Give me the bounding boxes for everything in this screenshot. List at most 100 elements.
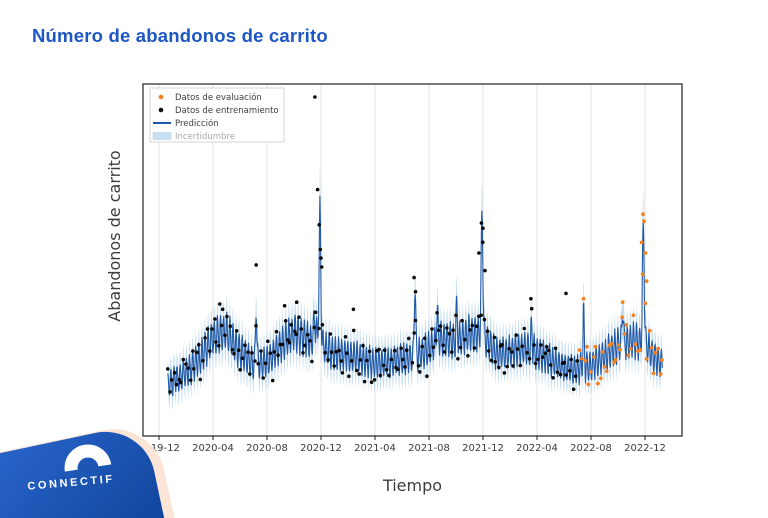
training-dot (515, 347, 520, 351)
evaluation-dot (580, 356, 584, 361)
training-dot (435, 311, 439, 315)
training-dot (454, 313, 458, 318)
evaluation-dot (588, 370, 593, 374)
training-dot (230, 348, 235, 352)
evaluation-dot (644, 357, 649, 361)
connectif-logo: CONNECTIF (0, 429, 176, 518)
training-dot (261, 376, 265, 380)
evaluation-dot (585, 344, 589, 349)
training-dot (343, 335, 348, 339)
training-dot (169, 378, 174, 382)
training-dot (416, 364, 421, 368)
legend: Datos de evaluación Datos de entrenamient… (149, 87, 285, 143)
training-dot (539, 343, 543, 347)
training-dot (367, 349, 372, 354)
training-dot (317, 326, 321, 331)
evaluation-dot (649, 345, 654, 350)
training-dot (198, 377, 203, 382)
training-dot (510, 350, 514, 354)
training-dot (431, 345, 436, 350)
x-tick-label: 2021-08 (408, 443, 450, 454)
training-dot (274, 329, 279, 334)
training-dot (525, 350, 529, 355)
evaluation-dot (660, 358, 664, 362)
training-dot (355, 368, 359, 373)
training-dot (299, 327, 304, 331)
training-dot (177, 377, 181, 382)
evaluation-dot (620, 315, 624, 320)
evaluation-dot (577, 348, 582, 352)
training-dot (451, 328, 455, 332)
training-dot (555, 370, 560, 375)
x-tick-label: 2022-08 (570, 443, 612, 454)
evaluation-dot (628, 346, 633, 351)
evaluation-dot (653, 350, 658, 355)
training-dot (302, 343, 307, 348)
training-dot (551, 376, 555, 380)
training-dot (489, 358, 494, 363)
training-dot (511, 364, 515, 368)
evaluation-dot (631, 313, 636, 318)
x-tick-label: 2020-04 (192, 443, 234, 454)
training-dot (208, 349, 212, 353)
training-dot (312, 325, 316, 330)
training-dot (378, 373, 383, 378)
legend-label-1: Datos de entrenamiento (175, 106, 279, 116)
training-dot (493, 359, 498, 364)
training-dot (536, 357, 540, 362)
evaluation-dot (592, 355, 596, 359)
training-dot (497, 365, 501, 370)
training-dot (401, 357, 405, 362)
chart-canvas: 2019-12 2020-04 2020-08 2020-12 2021-04 2021-… (105, 83, 683, 495)
x-axis: 2019-12 2020-04 2020-08 2020-12 2021-04 2021-… (138, 436, 666, 454)
training-dot (283, 319, 288, 323)
training-dot (381, 363, 386, 368)
evaluation-dot (583, 358, 588, 363)
legend-marker-1 (158, 107, 164, 113)
training-dot (507, 347, 512, 351)
training-dot (313, 95, 317, 99)
evaluation-dot (613, 358, 618, 362)
training-dot (318, 247, 323, 252)
training-dot (349, 359, 354, 363)
training-dot (254, 323, 258, 328)
evaluation-dot (598, 376, 603, 381)
training-dot (168, 390, 172, 394)
training-dot (481, 226, 485, 231)
training-dot (450, 350, 454, 354)
training-dot (213, 317, 217, 321)
training-dot (540, 355, 545, 360)
legend-label-3: Incertidumbre (175, 132, 235, 142)
training-dot (543, 351, 548, 356)
evaluation-dot (618, 347, 622, 352)
training-dot (479, 313, 484, 318)
training-dot (334, 349, 338, 354)
training-dot (289, 323, 293, 327)
training-dot (463, 337, 467, 342)
training-dot (474, 324, 479, 328)
training-dot (553, 346, 558, 351)
plot-border (142, 83, 683, 437)
training-dot (389, 357, 394, 362)
training-dot (447, 331, 452, 336)
training-dot (365, 358, 369, 363)
training-dot (305, 333, 310, 337)
training-dot (442, 350, 447, 354)
training-dot (254, 263, 258, 267)
training-dot (420, 344, 425, 349)
training-dot (351, 307, 356, 312)
training-dot (547, 348, 551, 353)
training-dot (280, 342, 285, 347)
training-dot (361, 343, 365, 348)
training-dot (287, 340, 292, 345)
training-dot (575, 359, 580, 363)
training-dot (248, 372, 252, 376)
training-dot (460, 318, 464, 323)
training-dot (500, 342, 504, 347)
training-dot (505, 364, 510, 369)
training-dot (270, 378, 275, 383)
training-dot (246, 350, 250, 355)
evaluation-dot (622, 332, 627, 336)
training-dot (518, 363, 523, 368)
